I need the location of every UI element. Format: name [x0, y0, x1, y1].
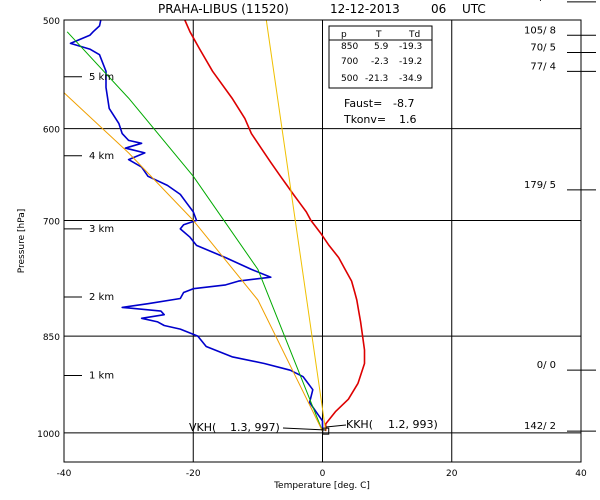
y-tick-label: 600	[43, 126, 60, 136]
wind-label: 0/ 0	[537, 360, 556, 371]
stats-row-p: 700	[341, 57, 358, 67]
stats-header-p: p	[341, 30, 347, 40]
chart-header-station: PRAHA-LIBUS (11520)	[158, 2, 289, 16]
faust-label: Faust=	[344, 97, 382, 110]
wind-label: 137/10	[521, 0, 556, 3]
faust-value: -8.7	[393, 97, 414, 110]
y-tick-label: 500	[43, 17, 60, 27]
x-tick-label: -40	[57, 469, 72, 479]
vkh-value: 1.3, 997)	[230, 421, 280, 434]
tkonv-label: Tkonv=	[343, 113, 386, 126]
height-label: 5 km	[89, 72, 114, 83]
x-tick-label: -20	[186, 469, 201, 479]
dew-point-line	[69, 19, 324, 432]
stats-table: p T Td 850 5.9 -19.3 700 -2.3 -19.2 500 …	[328, 25, 433, 89]
stats-header-td: Td	[408, 30, 420, 40]
y-tick-label: 850	[43, 333, 60, 343]
parcel-line	[63, 92, 323, 432]
plot-frame	[63, 19, 582, 463]
stats-row-t: -2.3	[371, 57, 389, 67]
y-tick-label: 1000	[37, 430, 60, 440]
height-label: 4 km	[89, 151, 114, 162]
height-label: 1 km	[89, 370, 114, 381]
kkh-leader	[325, 424, 347, 428]
y-axis-title: Pressure [hPa]	[17, 209, 27, 274]
x-tick-label: 20	[446, 469, 458, 479]
stats-row-t: 5.9	[374, 42, 389, 52]
chart-header-tz: UTC	[462, 2, 486, 16]
chart-header-hour: 06	[431, 2, 446, 16]
height-label: 2 km	[89, 292, 114, 303]
vkh-label: VKH(	[189, 421, 216, 434]
wind-label: 105/ 8	[524, 25, 556, 36]
tkonv-value: 1.6	[399, 113, 417, 126]
wind-label: 77/ 4	[530, 61, 556, 72]
stats-row-p: 500	[341, 74, 358, 84]
moist-adiabat-line	[66, 31, 323, 432]
wind-label: 142/ 2	[524, 421, 556, 432]
surface-marker	[322, 427, 330, 435]
x-axis-title: Temperature [deg. C]	[273, 481, 370, 491]
wind-column: 137/10 105/ 8 70/ 5 77/ 4 179/ 5 0/ 0 142/ 2	[521, 0, 596, 432]
kkh-label: KKH(	[346, 418, 373, 431]
wind-label: 179/ 5	[524, 180, 556, 191]
vkh-leader	[282, 427, 327, 431]
stats-header-t: T	[375, 30, 382, 40]
stats-row-t: -21.3	[365, 74, 388, 84]
y-tick-label: 700	[43, 217, 60, 227]
x-tick-label: 40	[575, 469, 587, 479]
grid-lines	[64, 20, 581, 462]
chart-series	[63, 19, 366, 435]
stats-row-td: -34.9	[399, 74, 423, 84]
temperature-line	[184, 19, 366, 432]
stats-row-td: -19.2	[399, 57, 422, 67]
chart-header-date: 12-12-2013	[330, 2, 400, 16]
chart-labels: -40 -20 0 20 40 500 600 700 850 1000 5 km 4 km 3 km 2…	[37, 17, 587, 479]
stats-table-frame	[328, 25, 433, 89]
stats-row-td: -19.3	[399, 42, 422, 52]
x-tick-label: 0	[320, 469, 326, 479]
dry-adiabat-line	[265, 19, 327, 432]
wind-label: 70/ 5	[530, 42, 556, 53]
kkh-value: 1.2, 993)	[388, 418, 438, 431]
stats-row-p: 850	[341, 42, 358, 52]
height-label: 3 km	[89, 224, 114, 235]
